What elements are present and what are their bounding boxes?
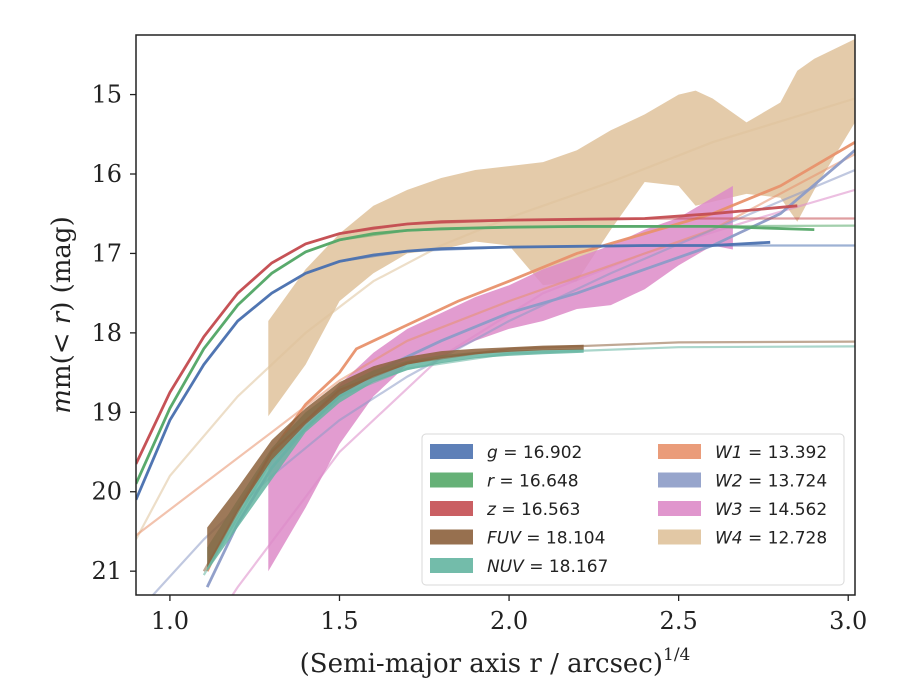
legend-label-nuv: NUV = 18.167 xyxy=(487,557,608,577)
y-tick-label: 17 xyxy=(91,239,122,267)
legend-label-fuv: FUV = 18.104 xyxy=(487,529,605,549)
legend-label-w1: W1 = 13.392 xyxy=(715,443,827,463)
x-tick-label: 2.0 xyxy=(490,607,528,635)
series-fuv-model-line xyxy=(202,340,855,572)
legend-item-nuv: NUV = 18.167 xyxy=(430,557,608,577)
legend-label-r: r = 16.648 xyxy=(487,472,579,492)
plot-frame xyxy=(135,34,856,596)
legend-item-w2: W2 = 13.724 xyxy=(658,472,827,492)
legend-swatch-nuv xyxy=(430,558,473,573)
x-axis-label: (Semi-major axis r / arcsec)1/4 xyxy=(300,645,691,679)
y-tick-label: 19 xyxy=(91,398,122,426)
x-tick-label: 3.0 xyxy=(829,607,867,635)
y-tick-label: 15 xyxy=(91,81,122,109)
x-tick-label: 1.5 xyxy=(320,607,358,635)
series-w3-band xyxy=(268,185,733,572)
legend-box xyxy=(421,433,845,586)
legend-swatch-w3 xyxy=(658,501,701,516)
y-tick-label: 20 xyxy=(91,478,122,506)
y-tick-label: 16 xyxy=(91,160,122,188)
legend-swatch-r xyxy=(430,472,473,488)
series-g-data-line xyxy=(136,240,771,501)
legend-item-fuv: FUV = 18.104 xyxy=(430,529,605,549)
legend-swatch-z xyxy=(430,501,473,516)
legend-item-w3: W3 = 14.562 xyxy=(658,500,827,520)
y-tick-label: 18 xyxy=(91,319,122,347)
legend-swatch-w4 xyxy=(658,529,701,545)
legend-item-g: g = 16.902 xyxy=(430,443,582,463)
series-w4-model-line xyxy=(136,97,855,540)
legend-item-r: r = 16.648 xyxy=(430,472,579,492)
legend-swatch-w2 xyxy=(658,472,701,488)
series-r-data-line xyxy=(136,225,815,485)
legend-label-w3: W3 = 14.562 xyxy=(715,500,827,520)
series-w1-model-line xyxy=(136,153,855,537)
legend-item-w1: W1 = 13.392 xyxy=(658,443,827,463)
legend-swatch-w1 xyxy=(658,444,701,459)
legend-swatch-g xyxy=(430,444,473,459)
x-tick-label: 2.5 xyxy=(660,607,698,635)
legend-item-z: z = 16.563 xyxy=(430,500,580,520)
legend: g = 16.902 r = 16.648 z = 16.563 FUV = 18.1… xyxy=(421,433,845,586)
series-layer xyxy=(136,39,855,595)
x-axis-label-exponent: 1/4 xyxy=(663,645,690,665)
legend-item-w4: W4 = 12.728 xyxy=(658,529,827,549)
legend-label-w4: W4 = 12.728 xyxy=(715,529,827,549)
legend-label-g: g = 16.902 xyxy=(487,443,582,463)
y-axis-label: mm(< r) (mag) xyxy=(47,216,77,413)
series-nuv-band xyxy=(207,348,584,572)
y-tick-label: 21 xyxy=(91,557,122,585)
legend-label-w2: W2 = 13.724 xyxy=(715,472,827,492)
series-z-data-line xyxy=(136,204,798,465)
legend-label-z: z = 16.563 xyxy=(486,500,580,520)
x-tick-label: 1.0 xyxy=(151,607,189,635)
axis-layer: 1.0 1.5 2.0 2.5 3.0 15 16 17 18 19 20 21 xyxy=(91,81,867,635)
legend-swatch-fuv xyxy=(430,529,473,545)
